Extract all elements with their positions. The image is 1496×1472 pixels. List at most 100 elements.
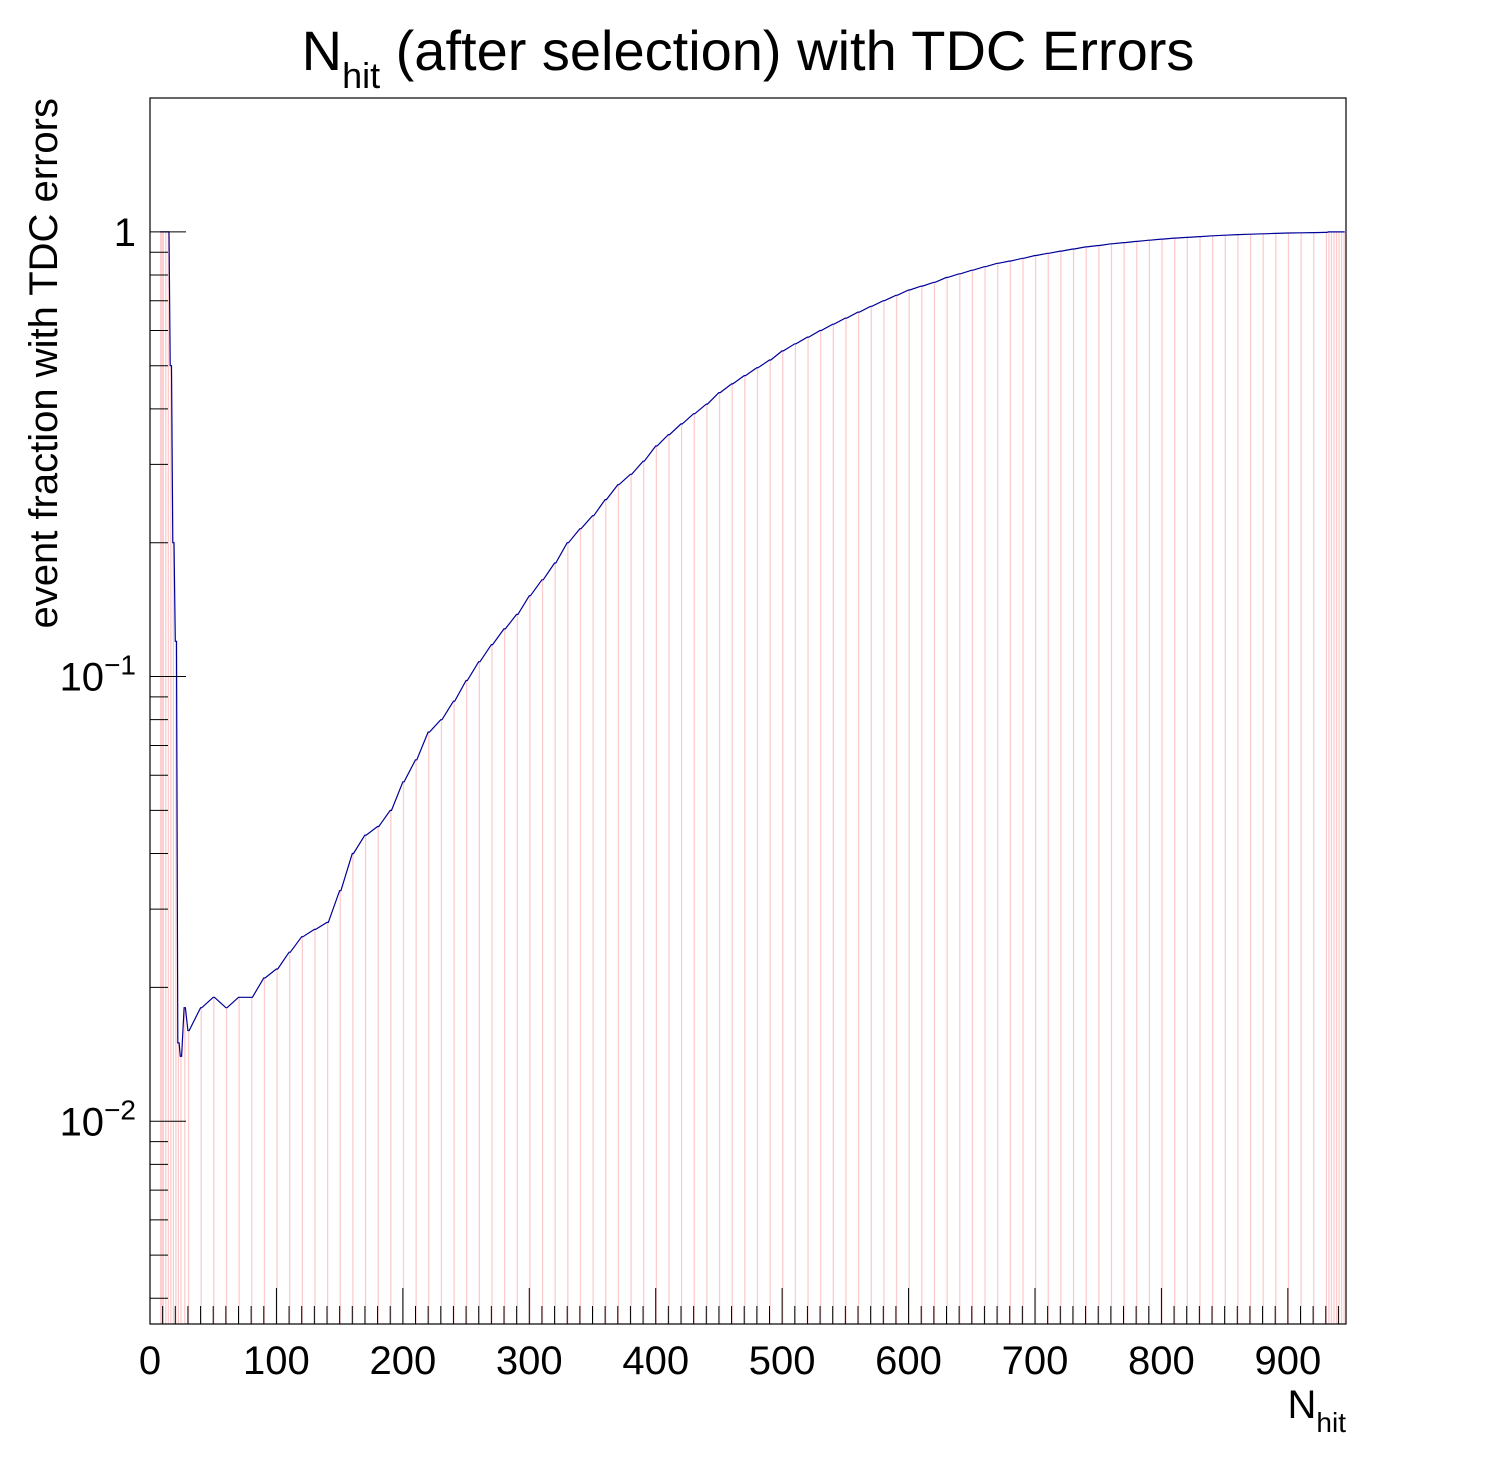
histogram-bar	[718, 392, 721, 1324]
histogram-bar	[1186, 237, 1188, 1324]
histogram-bar	[172, 542, 175, 1324]
histogram-bar	[807, 337, 809, 1324]
histogram-bar	[1009, 260, 1011, 1324]
x-tick-label: 100	[243, 1339, 310, 1383]
histogram-bar	[567, 542, 569, 1324]
histogram-bar	[165, 231, 167, 1325]
histogram-bar	[605, 499, 607, 1324]
histogram-bar	[1123, 242, 1125, 1324]
x-tick-label: 400	[622, 1339, 689, 1383]
histogram-bar	[184, 1007, 186, 1324]
histogram-bar	[1199, 236, 1201, 1324]
histogram-bar	[1022, 258, 1024, 1324]
histogram-bar	[643, 461, 645, 1324]
x-tick-label: 600	[875, 1339, 942, 1383]
histogram-bar	[1034, 255, 1037, 1324]
histogram-bar	[1340, 231, 1343, 1325]
histogram-bar	[440, 719, 443, 1324]
histogram-bar	[1148, 240, 1151, 1325]
histogram-bar	[377, 826, 379, 1324]
axis-ticks	[149, 97, 1339, 1324]
histogram-bar	[997, 263, 999, 1324]
histogram-bar	[1328, 231, 1330, 1325]
histogram-bar	[390, 810, 392, 1324]
chart-title-main: N	[302, 19, 342, 82]
histogram-bar	[1224, 235, 1226, 1325]
histogram-bar	[466, 680, 468, 1324]
plot-frame	[149, 97, 1347, 1325]
histogram-bar	[187, 1030, 190, 1324]
histogram-bar	[453, 701, 455, 1324]
histogram-bar	[592, 515, 594, 1324]
histogram-bar	[225, 1007, 228, 1324]
histogram-bar	[478, 661, 480, 1324]
histogram-bar	[1161, 239, 1163, 1325]
histogram-bar	[213, 997, 215, 1324]
x-tick-label: 300	[496, 1339, 563, 1383]
x-axis-title: Nhit	[1288, 1383, 1347, 1438]
histogram-bar	[1300, 232, 1302, 1325]
histogram-bar	[177, 1042, 180, 1324]
histogram-bar	[251, 997, 253, 1324]
y-tick-label: 10−1	[60, 650, 136, 700]
histogram-bar	[491, 644, 493, 1324]
histogram-bar	[655, 445, 657, 1324]
x-tick-label: 200	[369, 1339, 436, 1383]
x-tick-label: 0	[139, 1339, 161, 1383]
histogram-bar	[946, 277, 948, 1325]
histogram-bar	[668, 434, 670, 1324]
x-axis-title-main: N	[1288, 1383, 1317, 1427]
histogram-bar	[415, 759, 417, 1324]
histogram-bar	[1338, 231, 1340, 1325]
histogram-bar	[1262, 233, 1264, 1324]
histogram-bar	[1325, 232, 1328, 1324]
chart-title: Nhit (after selection) with TDC Errors	[302, 19, 1195, 96]
histogram-bar	[832, 324, 834, 1324]
histogram-bar	[680, 423, 683, 1324]
histogram-bar	[339, 890, 341, 1324]
y-axis-title: event fraction with TDC errors	[22, 98, 66, 629]
histogram-bar	[845, 318, 847, 1324]
histogram-bar	[529, 595, 531, 1324]
histogram-bar	[200, 1007, 202, 1324]
histogram-bar	[731, 383, 733, 1325]
histogram-bar	[1343, 231, 1345, 1325]
x-tick-label: 700	[1002, 1339, 1069, 1383]
x-tick-label: 500	[749, 1339, 816, 1383]
histogram-bar	[908, 290, 910, 1325]
histogram-bar	[1047, 253, 1049, 1324]
chart-title-rest: (after selection) with TDC Errors	[380, 19, 1194, 82]
histogram-bar	[516, 614, 518, 1324]
histogram-bar	[870, 306, 872, 1324]
histogram-bar	[769, 360, 771, 1324]
histogram-bar	[1275, 233, 1277, 1324]
histogram-bar	[1136, 241, 1138, 1325]
histogram-bar	[1330, 231, 1333, 1325]
histogram-bar	[921, 286, 923, 1324]
histogram-bar	[756, 367, 759, 1324]
histogram-bar	[933, 282, 936, 1324]
y-tick-label: 1	[114, 211, 136, 255]
histogram-bar	[1060, 251, 1062, 1324]
x-tick-label: 800	[1128, 1339, 1195, 1383]
histogram-bar	[503, 628, 506, 1324]
histogram-bar	[276, 968, 278, 1324]
histogram-bar	[1237, 234, 1239, 1325]
histogram-bar	[579, 528, 582, 1324]
histogram-bar	[175, 641, 177, 1324]
histogram-bar	[238, 997, 240, 1324]
histogram-bar	[1211, 235, 1214, 1324]
histogram-bar	[895, 295, 898, 1325]
histogram-bar	[162, 231, 164, 1325]
histogram-bar	[364, 835, 367, 1324]
histogram-bar	[693, 413, 695, 1325]
histogram-bar	[1072, 249, 1075, 1325]
y-tick-label: 10−2	[60, 1094, 136, 1144]
histogram-bar	[857, 312, 860, 1325]
histogram-bar	[326, 922, 329, 1324]
histogram-bar	[554, 563, 556, 1324]
histogram-bar	[160, 231, 162, 1325]
histogram-bar	[1313, 232, 1315, 1325]
histogram-bar	[883, 300, 885, 1324]
histogram-bar	[706, 404, 708, 1324]
